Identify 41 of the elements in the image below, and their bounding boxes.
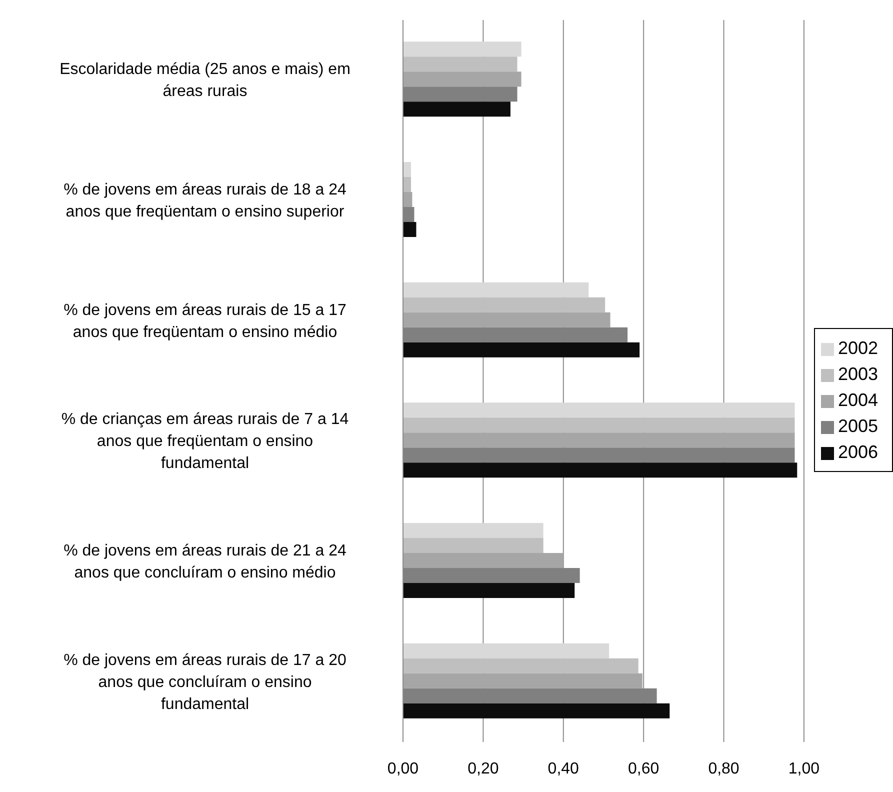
bar [403, 162, 412, 177]
bar [403, 522, 544, 538]
bar [403, 658, 638, 674]
x-tick-label: 0,20 [468, 760, 499, 778]
bar [403, 222, 416, 237]
x-tick-label: 0,80 [708, 760, 740, 778]
x-tick-label: 0,40 [548, 760, 580, 778]
x-tick-label: 0,00 [387, 760, 419, 778]
bar [403, 703, 670, 718]
bar [403, 102, 510, 117]
bar [403, 192, 412, 207]
bar [403, 418, 795, 433]
legend-label: 2004 [838, 390, 878, 410]
bar [403, 643, 610, 658]
y-tick-label: % de jovens em áreas rurais de 21 a 24 anos que concluíram o ensino médio [64, 542, 347, 582]
bar [403, 312, 610, 328]
x-tick-label: 0,60 [628, 760, 660, 778]
bar [403, 673, 642, 688]
y-tick-label: % de jovens em áreas rurais de 18 a 24 anos que freqüentam o ensino superior [64, 182, 347, 220]
legend-label: 2005 [838, 416, 878, 436]
y-tick-label: % de jovens em áreas rurais de 15 a 17 anos que freqüentam o ensino médio [64, 302, 347, 341]
bar [403, 342, 640, 358]
legend-label: 2003 [838, 364, 878, 384]
y-tick-label: % de jovens em áreas rurais de 17 a 20 anos que concluíram o ensino fundamental [64, 652, 347, 713]
bar [403, 56, 518, 72]
bar [403, 297, 606, 312]
y-tick-label: % de crianças em áreas rurais de 7 a 14 anos que freqüentam o ensino fundamental [61, 411, 349, 472]
bar [403, 462, 798, 478]
bar [403, 582, 575, 598]
bar [403, 42, 522, 57]
bar [403, 538, 544, 553]
bar [403, 552, 564, 568]
bar [403, 72, 522, 87]
bar [403, 282, 589, 298]
bar [403, 432, 795, 448]
x-tick-label: 1,00 [788, 760, 820, 778]
legend-label: 2006 [838, 442, 878, 462]
bar [403, 402, 795, 418]
bar [403, 176, 412, 192]
y-tick-label: Escolaridade média (25 anos e mais) em áreas rurais [60, 61, 350, 100]
legend-label: 2002 [838, 338, 878, 358]
